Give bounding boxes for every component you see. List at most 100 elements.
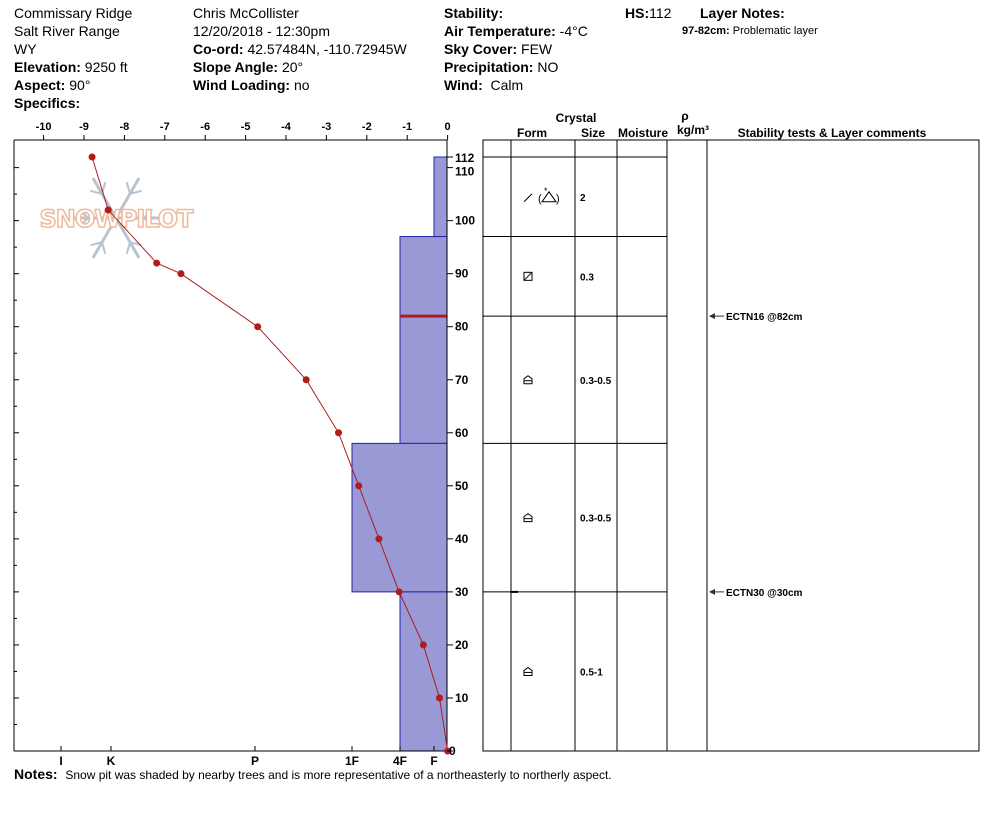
wind-loading-value: no bbox=[293, 77, 310, 93]
temperature-profile bbox=[88, 153, 452, 755]
rho-header: ρ bbox=[681, 109, 688, 123]
depth-hoar-icon bbox=[523, 666, 533, 676]
elevation-row: Elevation: 9250 ft bbox=[14, 59, 128, 75]
form-header: Form bbox=[517, 126, 547, 140]
depth-tick-label: 110 bbox=[455, 165, 475, 179]
fc-diagonal bbox=[523, 271, 533, 281]
precip-value: NO bbox=[537, 59, 559, 75]
sky-value: FEW bbox=[521, 41, 553, 57]
snowflake-branch bbox=[90, 189, 103, 195]
depth-tick-label: 70 bbox=[455, 373, 469, 387]
layer-notes-title: Layer Notes: bbox=[700, 5, 785, 21]
temperature-point bbox=[436, 694, 444, 702]
precip-row: Precipitation: NO bbox=[444, 59, 559, 75]
pp-paren-right: ) bbox=[556, 193, 560, 205]
temperature-point bbox=[375, 535, 383, 543]
stability-header: Stability tests & Layer comments bbox=[738, 126, 927, 140]
layer-note-text: Problematic layer bbox=[732, 25, 818, 37]
air-temp-row: Air Temperature: -4°C bbox=[444, 23, 588, 39]
snowpilot-watermark: SNOWPILOT bbox=[39, 177, 196, 259]
temp-tick-label: -6 bbox=[200, 121, 210, 133]
temperature-point bbox=[254, 323, 262, 331]
hs-value: 112 bbox=[649, 5, 672, 21]
snowflake-branch bbox=[90, 241, 103, 247]
table-frame bbox=[482, 139, 980, 752]
temperature-point bbox=[177, 270, 185, 278]
coord-value: 42.57484N, -110.72945W bbox=[247, 41, 407, 57]
depth-hoar-icon bbox=[523, 513, 533, 523]
snowflake-branch bbox=[143, 208, 154, 219]
layer-size: 0.3-0.5 bbox=[580, 514, 612, 525]
state-name: WY bbox=[14, 41, 37, 57]
crystal-header: Crystal bbox=[556, 111, 597, 125]
aspect-row: Aspect: 90° bbox=[14, 77, 91, 93]
moisture-header: Moisture bbox=[618, 126, 668, 140]
depth-tick-label: 50 bbox=[455, 479, 469, 493]
hardness-bar bbox=[351, 442, 448, 593]
snowflake-branch bbox=[101, 241, 107, 255]
depth-tick-label: 80 bbox=[455, 320, 469, 334]
snowflake-branch bbox=[78, 217, 89, 228]
observer-name: Chris McCollister bbox=[193, 5, 299, 21]
dh-outline bbox=[523, 375, 533, 385]
specifics-row: Specifics: bbox=[14, 95, 81, 111]
profile-frame bbox=[13, 139, 448, 752]
temp-tick-label: -8 bbox=[120, 121, 130, 133]
temp-tick-label: -4 bbox=[281, 121, 292, 133]
depth-tick-label: 40 bbox=[455, 532, 469, 546]
depth-hoar-icon bbox=[523, 375, 533, 385]
temperature-point bbox=[355, 482, 363, 490]
conditions-block: Stability: Air Temperature: -4°C Sky Cov… bbox=[444, 4, 588, 94]
snow-profile-chart: SNOWPILOT -10 -9 -8 -7 -6 -5 -4 -3 -2 -1 001020304… bbox=[13, 109, 980, 766]
temperature-point bbox=[335, 429, 343, 437]
wind-row: Wind: Calm bbox=[444, 77, 524, 93]
layer-size: 2 bbox=[580, 193, 586, 204]
hardness-tick-label: I bbox=[59, 754, 62, 766]
dh-outline bbox=[523, 666, 533, 676]
slope-value: 20° bbox=[281, 59, 304, 75]
snowflake-branch bbox=[143, 217, 154, 228]
temp-tick-label: -3 bbox=[322, 121, 332, 133]
hardness-bars bbox=[351, 156, 448, 752]
hardness-tick-label: F bbox=[430, 754, 437, 766]
range-name: Salt River Range bbox=[14, 23, 120, 39]
hardness-tick-label: K bbox=[107, 754, 116, 766]
snowflake-branch bbox=[125, 241, 131, 255]
slope-row: Slope Angle: 20° bbox=[193, 59, 304, 75]
pp-stroke bbox=[523, 193, 533, 203]
observation-datetime: 12/20/2018 - 12:30pm bbox=[193, 23, 330, 39]
stability-arrow-head bbox=[709, 313, 715, 320]
temp-tick-label: -5 bbox=[241, 121, 251, 133]
hardness-bar bbox=[399, 591, 448, 752]
temperature-point bbox=[153, 259, 161, 267]
pp-star: * bbox=[544, 186, 548, 196]
faceted-crystals-icon bbox=[523, 271, 533, 281]
layer-size: 0.3 bbox=[580, 272, 594, 283]
depth-tick-label: 100 bbox=[455, 214, 475, 228]
dh-outline bbox=[523, 513, 533, 523]
layer-note-range: 97-82cm: bbox=[682, 25, 730, 37]
depth-tick-label: 30 bbox=[455, 585, 469, 599]
layer-table: Crystal Form Size Moisture ρkg/m³ Stability t… bbox=[482, 109, 980, 752]
snowflake-branch bbox=[125, 181, 131, 195]
hs-row: HS:112 bbox=[625, 5, 672, 21]
profile-axes: -10 -9 -8 -7 -6 -5 -4 -3 -2 -1 0010203040506070809… bbox=[14, 121, 475, 766]
temperature-point bbox=[104, 206, 112, 214]
temperature-point bbox=[88, 153, 96, 161]
notes-row: Notes: Snow pit was shaded by nearby tre… bbox=[14, 766, 612, 782]
watermark-text: SNOWPILOT bbox=[40, 205, 195, 233]
snowflake-branch bbox=[129, 189, 142, 195]
hardness-tick-label: 4F bbox=[393, 754, 407, 766]
depth-tick-label: 10 bbox=[455, 691, 469, 705]
temp-tick-label: -9 bbox=[79, 121, 89, 133]
density-unit-header: kg/m³ bbox=[677, 123, 709, 137]
snowflake-arm bbox=[91, 217, 118, 259]
depth-tick-label: 0 bbox=[449, 744, 456, 758]
pp-triangle bbox=[541, 190, 557, 203]
wind-value: Calm bbox=[490, 77, 524, 93]
temperature-point bbox=[395, 588, 403, 596]
hardness-bar bbox=[399, 236, 448, 444]
layer-size: 0.3-0.5 bbox=[580, 376, 612, 387]
elevation-value: 9250 ft bbox=[84, 59, 128, 75]
stability-arrow-head bbox=[709, 588, 715, 595]
